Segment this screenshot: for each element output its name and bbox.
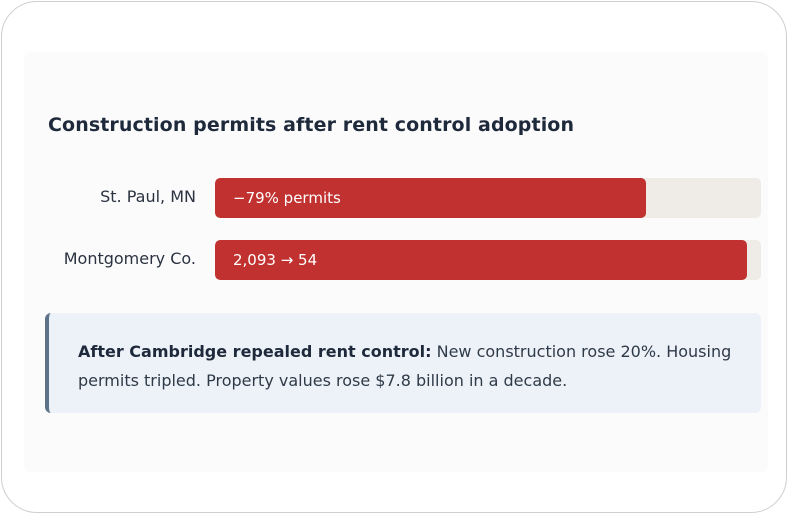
bar-fill: −79% permits (215, 178, 647, 218)
bar-value-label: 2,093 → 54 (233, 251, 318, 269)
bar-fill: 2,093 → 54 (215, 240, 747, 280)
bar-value-label: −79% permits (233, 189, 341, 207)
callout-text: New construction rose 20%. Housing permi… (78, 342, 732, 390)
bar-track: −79% permits (215, 178, 761, 218)
callout-heading: After Cambridge repealed rent control: (78, 342, 432, 361)
bar-track: 2,093 → 54 (215, 240, 761, 280)
chart-title: Construction permits after rent control … (48, 114, 575, 136)
callout-box: After Cambridge repealed rent control: N… (45, 313, 761, 413)
bar-category-label: St. Paul, MN (100, 187, 196, 206)
bar-category-label: Montgomery Co. (63, 249, 196, 268)
